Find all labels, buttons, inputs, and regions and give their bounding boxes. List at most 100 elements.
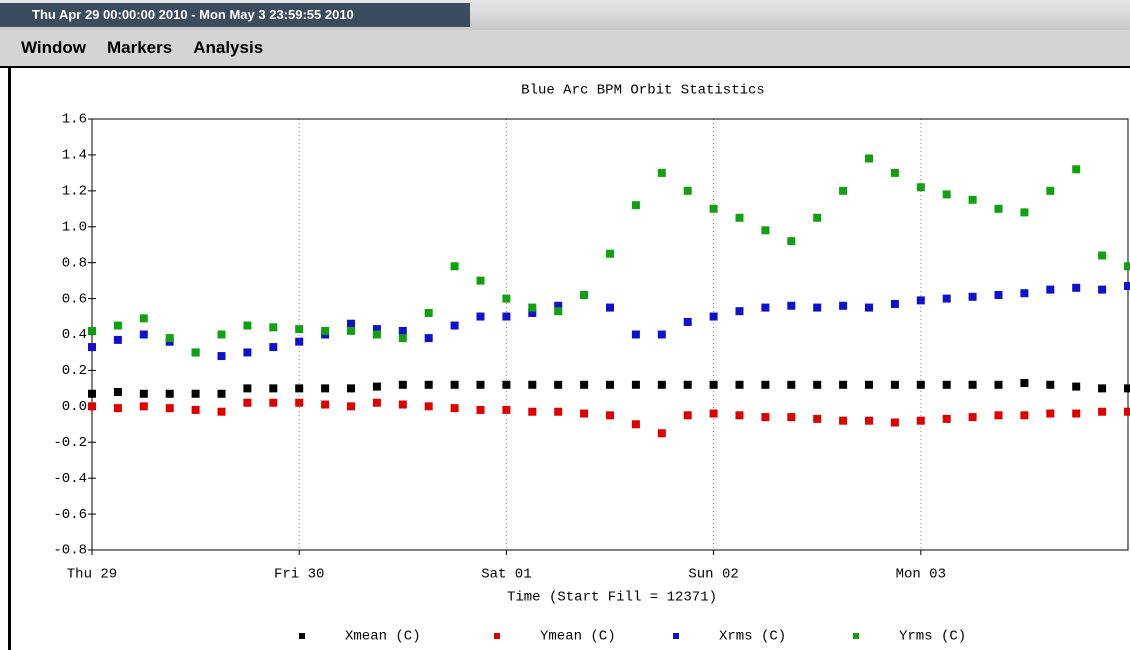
point [942,190,951,199]
point [683,317,692,326]
legend-label: Xrms (C) [719,629,786,645]
point [1072,382,1081,391]
point [269,384,278,393]
point [1124,262,1130,271]
point [890,168,899,177]
point [735,213,744,222]
point [243,398,252,407]
legend-label: Ymean (C) [540,629,616,645]
point [787,413,796,422]
point [321,400,330,409]
point [165,404,174,413]
plot-frame [91,118,1129,551]
point [839,380,848,389]
point [554,307,563,316]
point [631,201,640,210]
point [813,414,822,423]
y-tick-label: 1.0 [62,219,87,235]
point [139,314,148,323]
point [139,330,148,339]
point [580,409,589,418]
point [1098,251,1107,260]
point [631,380,640,389]
point [839,186,848,195]
point [916,183,925,192]
point [113,404,122,413]
x-tick-label: Fri 30 [274,567,324,583]
point [890,380,899,389]
y-tick-label: 0.2 [62,363,87,379]
point [839,416,848,425]
point [217,407,226,416]
point [424,380,433,389]
point [113,321,122,330]
point [1020,208,1029,217]
point [88,343,96,352]
y-tick-label: 0.6 [62,291,87,307]
point [709,312,718,321]
point [1046,380,1055,389]
point [88,389,96,398]
point [735,411,744,420]
menu-item[interactable]: Analysis [193,38,264,57]
x-tick-label: Mon 03 [896,567,946,583]
point [113,387,122,396]
title-bar: Thu Apr 29 00:00:00 2010 - Mon May 3 23:… [0,0,1130,30]
point [476,276,485,285]
legend-label: Yrms (C) [899,629,966,645]
point [398,380,407,389]
point [113,335,122,344]
point [1046,285,1055,294]
point [1046,186,1055,195]
point [139,402,148,411]
point [450,404,459,413]
point [321,326,330,335]
point [761,413,770,422]
point [631,330,640,339]
y-tick-label: -0.8 [53,543,87,559]
point [1020,289,1029,298]
point [243,384,252,393]
point [398,400,407,409]
point [321,384,330,393]
point [761,226,770,235]
point [528,407,537,416]
point [942,414,951,423]
point [994,204,1003,213]
menu-item[interactable]: Window [21,38,86,57]
point [476,312,485,321]
point [217,352,226,361]
point [398,334,407,343]
point [942,380,951,389]
menu-item[interactable]: Markers [107,38,173,57]
x-tick-label: Sat 01 [481,567,531,583]
point [450,380,459,389]
point [1072,165,1081,174]
point [968,380,977,389]
point [347,326,355,335]
point [580,380,589,389]
point [554,301,563,310]
menu-bar: Window Markers Analysis [0,30,1130,68]
point [269,323,278,332]
point [269,398,278,407]
y-tick-label: -0.4 [53,471,87,487]
legend-swatch [494,633,500,639]
point [683,411,692,420]
point [890,299,899,308]
point [243,348,252,357]
chart-title: Blue Arc BPM Orbit Statistics [521,83,765,99]
point [191,389,200,398]
point [476,380,485,389]
point [450,262,459,271]
point [606,380,614,389]
point [347,402,355,411]
point [606,303,614,312]
point [1098,407,1107,416]
point [631,420,640,429]
point [1046,409,1055,418]
point [735,380,744,389]
point [1124,282,1130,291]
point [398,326,407,335]
